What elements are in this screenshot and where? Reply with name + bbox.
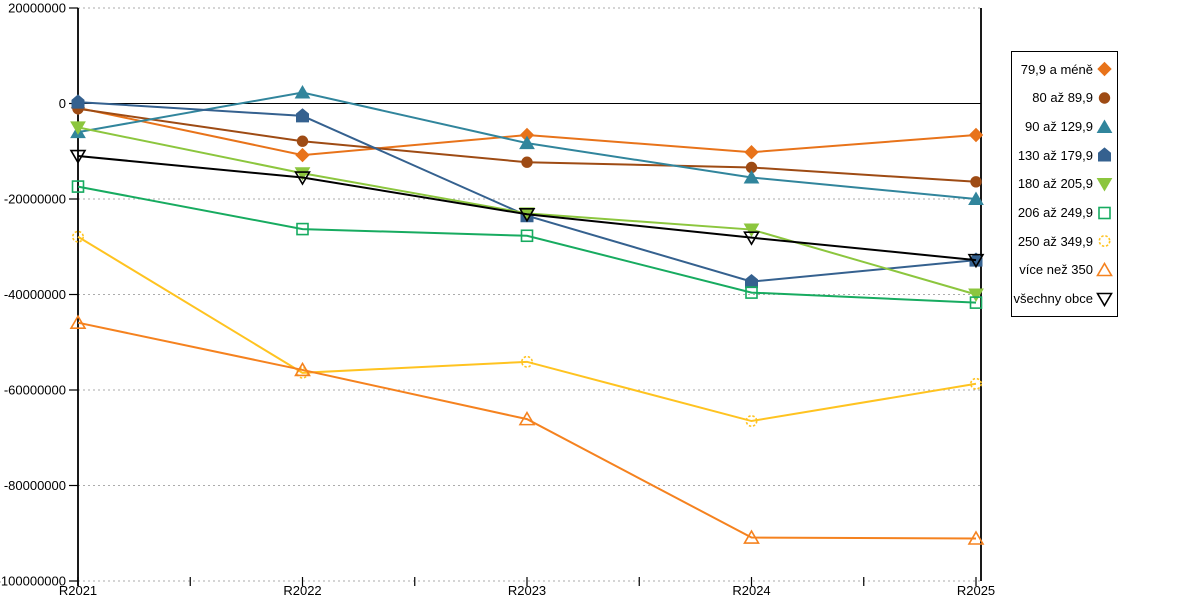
legend-label: více než 350	[1019, 262, 1093, 278]
legend-item: 90 až 129,9	[1012, 119, 1117, 135]
y-tick-label: -80000000	[4, 478, 66, 493]
triangle-up-marker-icon	[743, 170, 760, 184]
gridlines	[78, 7, 981, 582]
circle-marker-icon	[296, 135, 309, 147]
series-line	[77, 321, 977, 540]
triangle-up-marker-icon	[1096, 261, 1113, 277]
circle-marker-icon	[520, 355, 533, 368]
square-marker-icon	[71, 180, 85, 193]
series-group	[70, 100, 984, 163]
y-tick-label: -60000000	[4, 383, 66, 398]
legend-item: všechny obce	[1012, 291, 1117, 307]
triangle-down-marker-icon	[294, 167, 311, 181]
x-tick-label: R2022	[283, 583, 321, 598]
y-tick-label: -40000000	[4, 287, 66, 302]
triangle-up-marker-icon	[69, 314, 87, 329]
y-tick-label: -100000000	[0, 574, 66, 589]
circle-marker-icon	[1098, 92, 1111, 104]
diamond-marker-icon	[744, 144, 759, 160]
legend-item: 80 až 89,9	[1012, 90, 1117, 106]
pentagon-marker-icon	[1098, 147, 1111, 162]
square-marker-icon	[745, 286, 758, 299]
triangle-up-marker-icon	[1096, 119, 1113, 133]
circle-marker-icon	[745, 415, 758, 428]
legend-label: 250 až 349,9	[1017, 233, 1093, 249]
legend-marker-icon	[1096, 292, 1113, 307]
circle-marker-icon	[969, 377, 982, 390]
series-group	[69, 314, 985, 545]
legend-marker-icon	[1096, 177, 1113, 192]
pentagon-marker-icon	[71, 94, 85, 109]
legend-marker-icon	[1098, 92, 1111, 104]
square-marker-icon	[969, 296, 983, 309]
y-tick-label: -20000000	[4, 192, 66, 207]
legend-label: 180 až 205,9	[1017, 176, 1093, 192]
triangle-up-marker-icon	[518, 411, 536, 426]
triangle-up-marker-icon	[294, 85, 311, 99]
x-tick-label: R2021	[59, 583, 97, 598]
triangle-down-marker-icon	[1096, 292, 1113, 307]
legend-item: 180 až 205,9	[1012, 176, 1117, 192]
triangle-down-marker-icon	[518, 207, 536, 223]
legend-item: 250 až 349,9	[1012, 233, 1117, 249]
triangle-down-marker-icon	[743, 223, 760, 238]
triangle-down-marker-icon	[70, 121, 86, 135]
legend-item: více než 350	[1012, 261, 1117, 278]
legend-marker-icon	[1097, 62, 1112, 77]
legend-marker-icon	[1098, 206, 1111, 219]
y-tick-label: 20000000	[8, 1, 66, 16]
series-line	[77, 235, 977, 423]
legend-item: 130 až 179,9	[1012, 147, 1117, 163]
x-tick-label: R2024	[732, 583, 770, 598]
legend-label: všechny obce	[1013, 291, 1094, 307]
triangle-up-marker-icon	[294, 361, 311, 377]
circle-marker-icon	[970, 176, 982, 188]
triangle-up-marker-icon	[519, 135, 535, 150]
triangle-down-marker-icon	[1096, 177, 1113, 192]
triangle-down-marker-icon	[69, 149, 87, 165]
series-group	[72, 103, 982, 188]
pentagon-marker-icon	[296, 108, 309, 123]
series-group	[72, 230, 982, 428]
legend-item: 206 až 249,9	[1012, 205, 1117, 221]
circle-marker-icon	[521, 156, 533, 168]
series-line	[77, 185, 977, 304]
y-tick-label: 0	[59, 96, 66, 111]
triangle-up-marker-icon	[968, 191, 984, 205]
series-group	[71, 94, 983, 289]
diamond-marker-icon	[295, 147, 310, 163]
x-tick-label: R2023	[508, 583, 546, 598]
legend-marker-icon	[1098, 235, 1111, 248]
square-marker-icon	[520, 229, 534, 243]
triangle-up-marker-icon	[967, 530, 985, 545]
legend-marker-icon	[1096, 119, 1113, 133]
legend-label: 80 až 89,9	[1032, 90, 1093, 106]
legend-marker-icon	[1098, 147, 1111, 162]
diamond-marker-icon	[968, 127, 984, 143]
pentagon-marker-icon	[745, 273, 758, 289]
legend-label: 90 až 129,9	[1025, 119, 1093, 135]
legend: 79,9 a méně 80 až 89,9 90 až 129,9 130 až 1…	[1011, 51, 1118, 317]
diamond-marker-icon	[1097, 62, 1112, 77]
series-line	[77, 155, 977, 262]
triangle-down-marker-icon	[968, 288, 984, 302]
triangle-down-marker-icon	[294, 171, 311, 186]
legend-marker-icon	[1096, 261, 1113, 277]
legend-label: 130 až 179,9	[1017, 147, 1093, 163]
legend-label: 79,9 a méně	[1020, 61, 1093, 77]
circle-marker-icon	[72, 230, 85, 243]
triangle-up-marker-icon	[743, 529, 760, 544]
square-marker-icon	[296, 222, 309, 236]
square-marker-icon	[1098, 206, 1111, 219]
series-group	[71, 180, 983, 309]
circle-marker-icon	[1098, 235, 1111, 248]
triangle-down-marker-icon	[967, 253, 985, 269]
series-group	[69, 149, 985, 269]
x-tick-label: R2025	[957, 583, 995, 598]
legend-item: 79,9 a méně	[1012, 61, 1117, 77]
legend-label: 206 až 249,9	[1017, 205, 1093, 221]
triangle-down-marker-icon	[743, 231, 760, 246]
